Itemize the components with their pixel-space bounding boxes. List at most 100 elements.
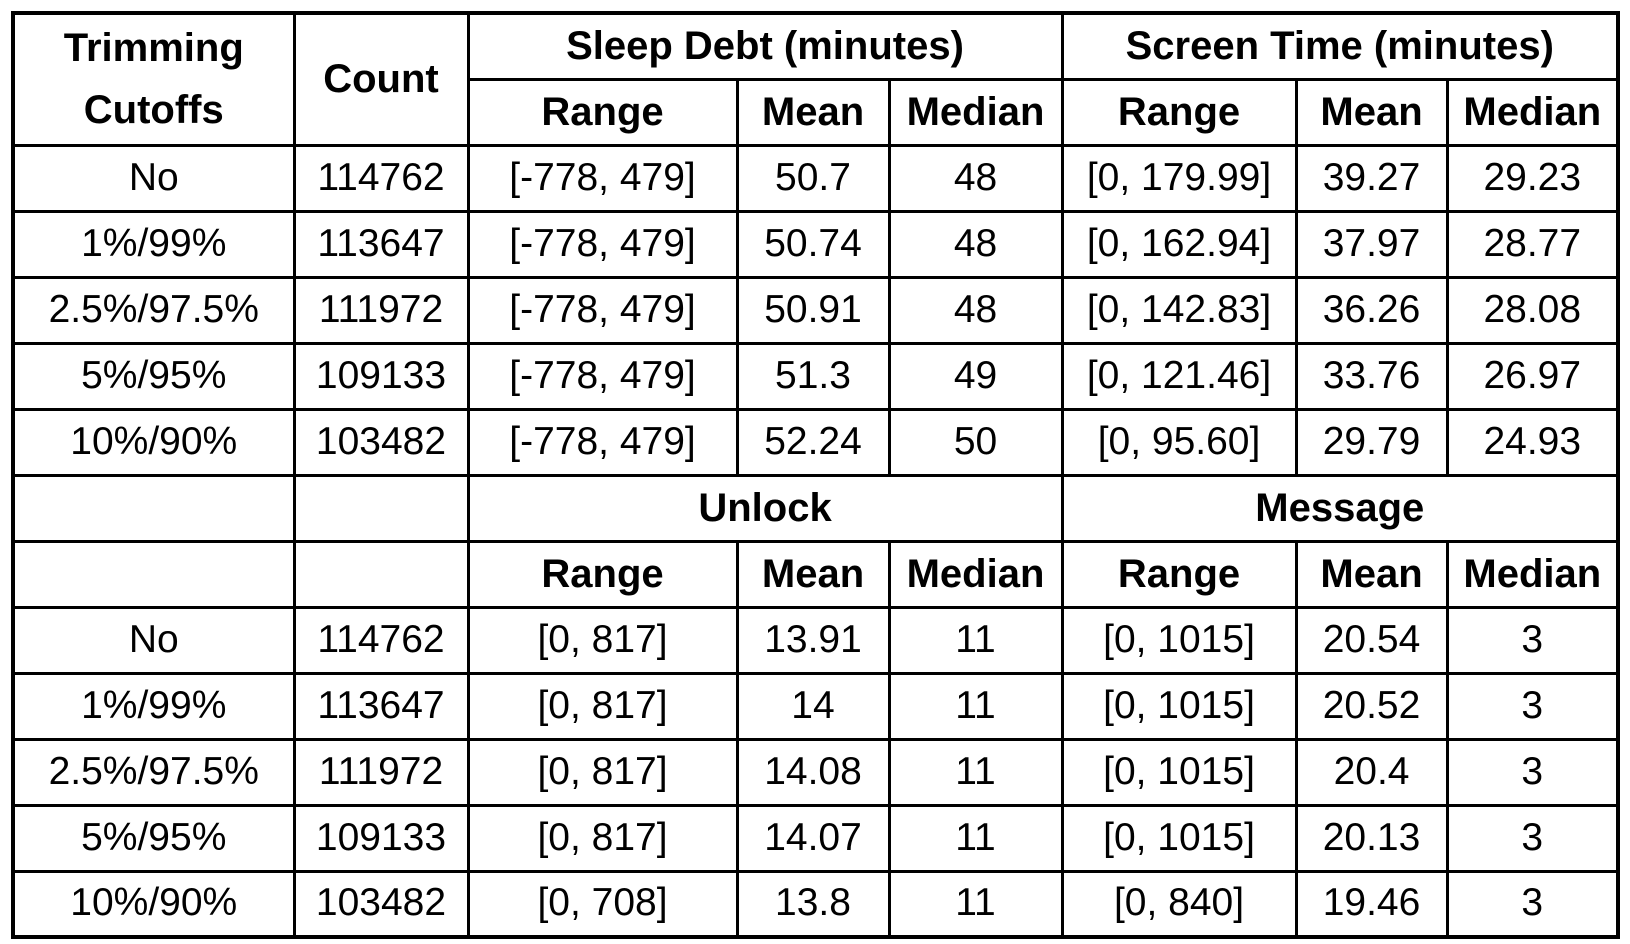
screen-time-median-cell: 24.93 [1445,407,1620,477]
message-range-cell: [0, 1015] [1060,803,1298,873]
count-cell: 109133 [292,803,470,873]
table-row: 5%/95% 109133 [-778, 479] 51.3 49 [0, 121.46]… [11,341,1620,411]
message-range-cell: [0, 1015] [1060,605,1298,675]
cutoff-cell: No [11,605,296,675]
message-range-header: Range [1060,539,1298,609]
count-cell: 103482 [292,869,470,939]
unlock-range-cell: [0, 817] [466,803,739,873]
message-median-cell: 3 [1445,803,1620,873]
empty-header-cell [292,539,470,609]
cutoff-cell: 5%/95% [11,803,296,873]
unlock-range-cell: [0, 708] [466,869,739,939]
screen-time-mean-cell: 37.97 [1294,209,1449,279]
count-cell: 114762 [292,143,470,213]
table-row: No 114762 [0, 817] 13.91 11 [0, 1015] 20.54 3 [11,605,1620,675]
trimming-statistics-table: Trimming Cutoffs Count Sleep Debt (minut… [11,11,1621,939]
message-range-cell: [0, 1015] [1060,737,1298,807]
count-cell: 114762 [292,605,470,675]
unlock-header: Unlock [466,473,1064,543]
screen-time-mean-cell: 33.76 [1294,341,1449,411]
screen-time-median-cell: 28.08 [1445,275,1620,345]
message-range-cell: [0, 840] [1060,869,1298,939]
header-row-groups-lower: Unlock Message [11,473,1620,543]
unlock-mean-cell: 14 [735,671,891,741]
header-row-groups: Trimming Cutoffs Count Sleep Debt (minut… [11,11,1620,147]
count-cell: 111972 [292,275,470,345]
screen-time-mean-cell: 36.26 [1294,275,1449,345]
screen-time-range-cell: [0, 121.46] [1060,341,1298,411]
sleep-debt-median-cell: 48 [887,209,1064,279]
unlock-median-cell: 11 [887,869,1064,939]
screen-time-median-cell: 29.23 [1445,143,1620,213]
message-median-cell: 3 [1445,869,1620,939]
sleep-debt-mean-cell: 51.3 [735,341,891,411]
sleep-debt-median-cell: 50 [887,407,1064,477]
unlock-median-cell: 11 [887,605,1064,675]
sleep-debt-median-cell: 48 [887,275,1064,345]
screen-time-median-header: Median [1445,77,1620,147]
table-row: 1%/99% 113647 [0, 817] 14 11 [0, 1015] 20.52 3 [11,671,1620,741]
sleep-debt-range-cell: [-778, 479] [466,143,739,213]
table-row: 10%/90% 103482 [0, 708] 13.8 11 [0, 840] 19.46… [11,869,1620,939]
unlock-range-header: Range [466,539,739,609]
trimming-cutoffs-header: Trimming Cutoffs [11,11,296,147]
lower-table-body: No 114762 [0, 817] 13.91 11 [0, 1015] 20.54 3 1%… [11,605,1620,939]
sleep-debt-median-cell: 48 [887,143,1064,213]
message-range-cell: [0, 1015] [1060,671,1298,741]
screen-time-header: Screen Time (minutes) [1060,11,1620,81]
unlock-mean-header: Mean [735,539,891,609]
header-row-subcolumns: Range Mean Median Range Mean Median [13,77,1620,147]
message-mean-cell: 20.4 [1294,737,1449,807]
cutoff-cell: 10%/90% [11,869,296,939]
count-header: Count [292,11,470,147]
unlock-mean-cell: 13.91 [735,605,891,675]
unlock-median-cell: 11 [887,671,1064,741]
screen-time-median-cell: 26.97 [1445,341,1620,411]
unlock-mean-cell: 13.8 [735,869,891,939]
message-mean-header: Mean [1294,539,1449,609]
screen-time-range-cell: [0, 142.83] [1060,275,1298,345]
sleep-debt-mean-cell: 50.74 [735,209,891,279]
sleep-debt-mean-header: Mean [735,77,891,147]
table-row: 2.5%/97.5% 111972 [0, 817] 14.08 11 [0, 1015]… [11,737,1620,807]
table-row: 5%/95% 109133 [0, 817] 14.07 11 [0, 1015] 20.1… [11,803,1620,873]
screen-time-median-cell: 28.77 [1445,209,1620,279]
sleep-debt-mean-cell: 50.7 [735,143,891,213]
cutoff-cell: 10%/90% [11,407,296,477]
table-row: No 114762 [-778, 479] 50.7 48 [0, 179.99] 39.2… [11,143,1620,213]
cutoff-cell: 1%/99% [11,209,296,279]
sleep-debt-header: Sleep Debt (minutes) [466,11,1064,81]
sleep-debt-median-cell: 49 [887,341,1064,411]
unlock-range-cell: [0, 817] [466,737,739,807]
cutoff-cell: 5%/95% [11,341,296,411]
unlock-mean-cell: 14.07 [735,803,891,873]
table-row: 1%/99% 113647 [-778, 479] 50.74 48 [0, 162.94… [11,209,1620,279]
count-cell: 113647 [292,671,470,741]
cutoff-cell: 2.5%/97.5% [11,275,296,345]
sleep-debt-range-cell: [-778, 479] [466,209,739,279]
table-row: 2.5%/97.5% 111972 [-778, 479] 50.91 48 [0, 14… [11,275,1620,345]
sleep-debt-range-cell: [-778, 479] [466,407,739,477]
cutoff-cell: 2.5%/97.5% [11,737,296,807]
sleep-debt-range-cell: [-778, 479] [466,275,739,345]
cutoff-cell: 1%/99% [11,671,296,741]
table-row: 10%/90% 103482 [-778, 479] 52.24 50 [0, 95.60… [11,407,1620,477]
screen-time-mean-header: Mean [1294,77,1449,147]
header-row-subcolumns-lower: Range Mean Median Range Mean Median [11,539,1620,609]
empty-header-cell [11,473,296,543]
unlock-median-header: Median [887,539,1064,609]
screen-time-range-header: Range [1060,77,1298,147]
cutoff-cell: No [11,143,296,213]
count-cell: 109133 [292,341,470,411]
lower-table-header: Unlock Message Range Mean Median Range M… [11,473,1620,609]
empty-header-cell [11,539,296,609]
message-median-cell: 3 [1445,671,1620,741]
empty-header-cell [292,473,470,543]
sleep-debt-mean-cell: 50.91 [735,275,891,345]
screen-time-mean-cell: 39.27 [1294,143,1449,213]
unlock-mean-cell: 14.08 [735,737,891,807]
upper-table-body: No 114762 [-778, 479] 50.7 48 [0, 179.99] 39.2… [11,143,1620,477]
screen-time-range-cell: [0, 179.99] [1060,143,1298,213]
unlock-range-cell: [0, 817] [466,671,739,741]
message-mean-cell: 20.13 [1294,803,1449,873]
